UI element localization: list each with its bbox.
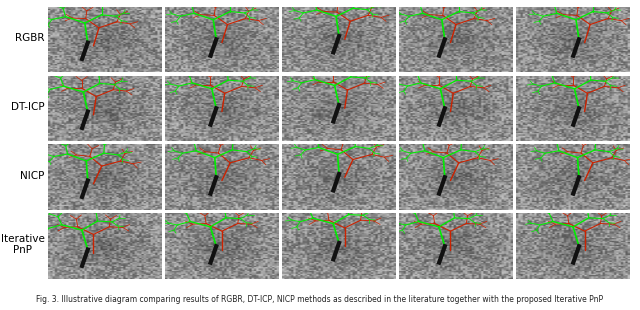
Text: Iterative
PnP: Iterative PnP [1, 234, 45, 255]
Text: RGBR: RGBR [15, 33, 45, 42]
Text: Fig. 3. Illustrative diagram comparing results of RGBR, DT-ICP, NICP methods as : Fig. 3. Illustrative diagram comparing r… [36, 295, 604, 304]
Text: NICP: NICP [20, 170, 45, 180]
Text: DT-ICP: DT-ICP [11, 102, 45, 112]
